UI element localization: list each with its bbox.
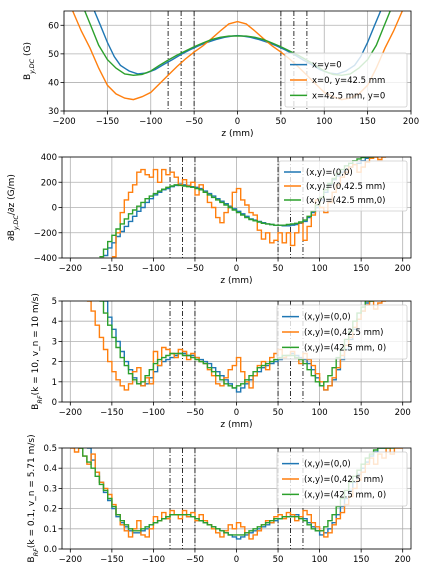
- chart-panel-4: −200 −150 −100 −50 0 50 100 150 200 0.0 0.1 0.2 0.3 0…: [27, 434, 412, 565]
- y-tick-label: 30: [48, 107, 59, 117]
- x-tick-label: 50: [273, 555, 284, 565]
- x-tick-label: 100: [316, 117, 332, 127]
- legend-label-1: x=y=0: [312, 61, 342, 71]
- x-tick-label: 0: [234, 264, 239, 274]
- y-tick-label: 0.2: [43, 505, 57, 515]
- x-tick-label: −150: [100, 555, 123, 565]
- legend: (x,y)=(0,0) (x,y)=(0,42.5 mm) (x,y)=(42.5 …: [276, 304, 408, 360]
- legend-box: [276, 451, 408, 507]
- legend-label-3: (x,y)=(42.5 mm, 0): [304, 343, 386, 353]
- series-line-3: [99, 301, 374, 389]
- legend-label-3: x=42.5 mm, y=0: [312, 91, 385, 101]
- legend-label-2: (x,y)=(0,42.5 mm): [306, 182, 385, 192]
- legend-box: [278, 160, 408, 212]
- y-tick-label: −400: [34, 254, 57, 264]
- x-tick-label: −100: [142, 555, 165, 565]
- x-axis-label-2: z (mm): [220, 420, 252, 430]
- legend: x=y=0 x=0, y=42.5 mm x=42.5 mm, y=0: [284, 52, 408, 108]
- x-tick-label: −50: [186, 408, 204, 418]
- x-tick-label: 200: [395, 408, 411, 418]
- y-axis-label-2: BRF(k = 10, v_n = 10 m/s): [31, 293, 44, 410]
- x-tick-label: 200: [395, 264, 411, 274]
- y-tick-label: 0.5: [43, 444, 57, 454]
- x-tick-label: 150: [353, 408, 369, 418]
- legend-box: [284, 52, 408, 108]
- x-axis-label-0: z (mm): [221, 129, 253, 139]
- x-tick-label: 150: [360, 117, 376, 127]
- legend-label-3: (x,y)=(42.5 mm,0): [306, 196, 385, 206]
- y-tick-label: 1: [52, 378, 57, 388]
- x-tick-label: 100: [311, 408, 327, 418]
- y-tick-label: 400: [41, 153, 57, 163]
- y-axis-label-1: ∂By,DC/∂z (G/m): [7, 174, 20, 241]
- x-tick-label: −200: [59, 555, 82, 565]
- x-tick-label: −50: [186, 264, 204, 274]
- y-tick-label: −200: [34, 229, 57, 239]
- y-tick-label: 0: [52, 398, 57, 408]
- series-line-2: [70, 448, 403, 540]
- x-tick-label: −200: [52, 117, 75, 127]
- x-tick-label: 0: [234, 408, 239, 418]
- y-tick-label: 40: [48, 78, 59, 88]
- x-tick-label: −150: [96, 117, 119, 127]
- chart-panel-2: −200 −150 −100 −50 0 50 100 150 200−400−20002004…: [7, 153, 412, 286]
- x-tick-label: −100: [142, 408, 165, 418]
- legend-label-1: (x,y)=(0,0): [304, 460, 351, 470]
- x-tick-label: 100: [311, 264, 327, 274]
- y-tick-label: 200: [41, 178, 57, 188]
- legend-label-3: (x,y)=(42.5 mm, 0): [304, 490, 386, 500]
- x-tick-label: −150: [100, 264, 123, 274]
- series-line-2: [86, 301, 387, 391]
- legend-label-1: (x,y)=(0,0): [304, 313, 351, 323]
- x-tick-label: 0: [235, 117, 240, 127]
- x-axis-label-1: z (mm): [220, 276, 252, 286]
- x-tick-label: −100: [142, 264, 165, 274]
- y-tick-label: 5: [52, 297, 57, 307]
- y-axis-label-0: By,DC (G): [23, 42, 36, 80]
- x-tick-label: −200: [59, 408, 82, 418]
- y-tick-label: 60: [48, 21, 59, 31]
- x-tick-label: 150: [353, 264, 369, 274]
- y-tick-label: 50: [48, 50, 59, 60]
- x-tick-label: −50: [185, 117, 203, 127]
- y-tick-label: 0.0: [43, 545, 57, 555]
- x-tick-label: 150: [353, 555, 369, 565]
- y-tick-label: 0.1: [43, 525, 57, 535]
- legend-label-2: (x,y)=(0,42.5 mm): [304, 328, 383, 338]
- x-tick-label: 200: [395, 555, 411, 565]
- chart-panel-3: −200 −150 −100 −50 0 50 100 150 200 0 1 2 3 4 5 z (mm) B…: [31, 293, 412, 430]
- y-tick-label: 4: [52, 317, 57, 327]
- y-tick-label: 0.3: [43, 484, 57, 494]
- x-tick-label: 100: [311, 555, 327, 565]
- x-tick-label: −200: [59, 264, 82, 274]
- legend-box: [276, 304, 408, 360]
- x-tick-label: 50: [275, 117, 286, 127]
- y-tick-label: 0: [52, 204, 57, 214]
- y-tick-label: 0.4: [43, 464, 57, 474]
- legend: (x,y)=(0,0) (x,y)=(0,42.5 mm) (x,y)=(42.5 …: [278, 160, 408, 212]
- legend-label-2: x=0, y=42.5 mm: [312, 76, 385, 86]
- y-tick-label: 3: [52, 337, 57, 347]
- x-tick-label: 200: [403, 117, 419, 127]
- x-tick-label: 50: [273, 264, 284, 274]
- legend: (x,y)=(0,0) (x,y)=(0,42.5 mm) (x,y)=(42.5 …: [276, 451, 408, 507]
- x-tick-label: −50: [186, 555, 204, 565]
- legend-label-1: (x,y)=(0,0): [306, 168, 353, 178]
- x-tick-label: 0: [234, 555, 239, 565]
- legend-label-2: (x,y)=(0,42.5 mm): [304, 475, 383, 485]
- x-tick-label: 50: [273, 408, 284, 418]
- x-tick-label: −150: [100, 408, 123, 418]
- x-tick-label: −100: [139, 117, 162, 127]
- y-axis-label-3: BRF(k = 0.1, v_n = 5.71 m/s): [27, 434, 40, 562]
- y-tick-label: 2: [52, 358, 57, 368]
- chart-panel-1: −200 −150 −100 −50 0 50 100 150 200 30 40 50 60 z (mm…: [23, 10, 419, 139]
